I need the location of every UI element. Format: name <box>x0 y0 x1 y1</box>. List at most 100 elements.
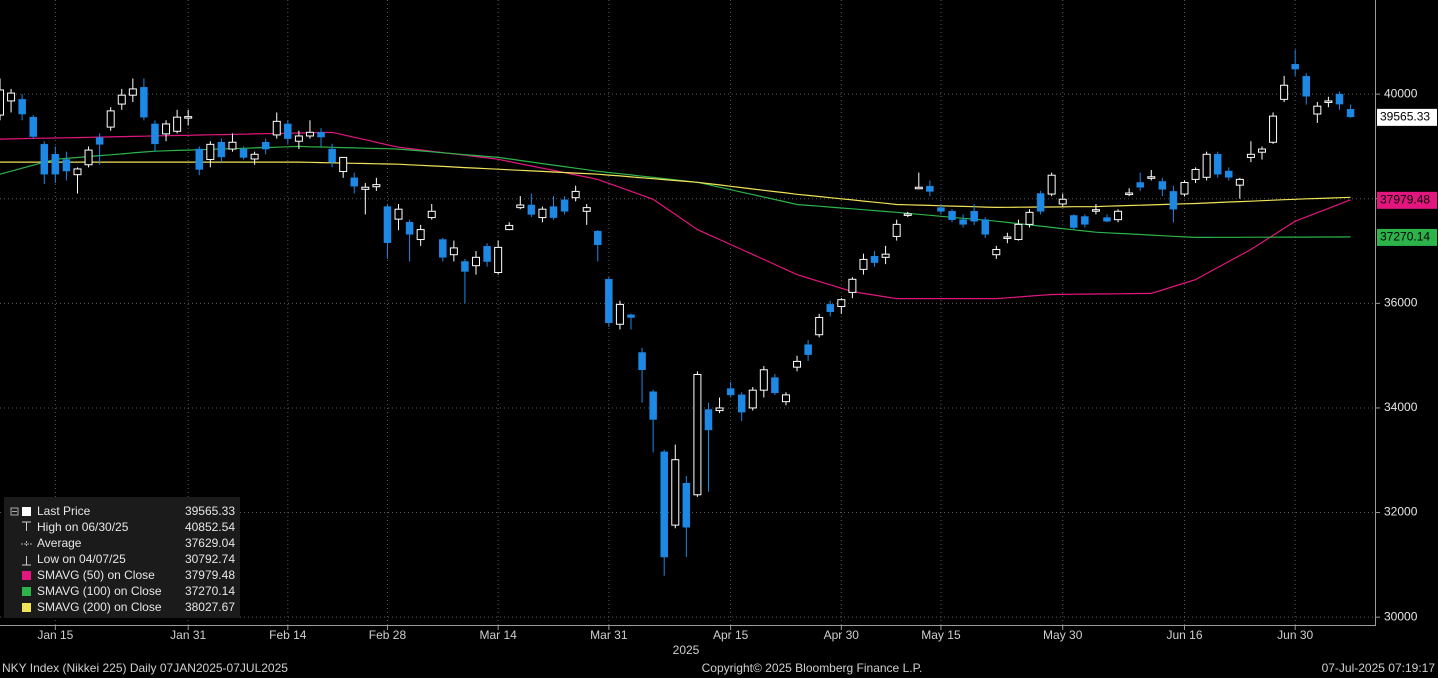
candle-body <box>62 159 71 172</box>
candle-body <box>959 219 967 225</box>
candle-body <box>671 459 680 526</box>
legend-value: 37979.48 <box>185 568 235 582</box>
candle-body <box>350 177 358 187</box>
candle-body <box>0 89 4 116</box>
candle-body <box>571 190 580 199</box>
candle-body <box>239 148 248 158</box>
legend-value: 39565.33 <box>185 504 235 518</box>
candle-body <box>40 144 49 175</box>
candle-body <box>837 299 846 307</box>
candle-body <box>361 186 370 190</box>
candle-body <box>781 394 790 403</box>
candle-body <box>1036 193 1045 212</box>
candle-body <box>427 210 436 219</box>
candle-body <box>914 186 923 190</box>
candle-body <box>859 258 868 270</box>
legend-label: Average <box>37 536 82 550</box>
x-tick-label: Mar 31 <box>590 628 628 642</box>
candle-body <box>1302 76 1311 97</box>
candle-body <box>737 394 746 413</box>
candle-body <box>1070 215 1078 228</box>
candle-body <box>228 141 237 150</box>
candle-body <box>1091 209 1100 212</box>
candle-body <box>771 377 779 394</box>
y-tick-label: 34000 <box>1384 400 1418 414</box>
legend-value: 40852.54 <box>185 520 235 534</box>
legend-value: 38027.67 <box>185 600 235 614</box>
candle-body <box>649 391 657 420</box>
candle-body <box>394 208 403 220</box>
legend-swatch <box>22 587 31 596</box>
candle-body <box>184 116 193 119</box>
candle-body <box>1269 115 1278 143</box>
candle-body <box>1191 168 1200 180</box>
candle-body <box>870 256 879 263</box>
x-tick-label: Feb 14 <box>269 628 307 642</box>
candle-body <box>1114 210 1123 221</box>
candle-body <box>826 304 834 312</box>
candle-body <box>615 303 624 325</box>
legend-collapse-icon[interactable] <box>10 507 19 516</box>
candle-body <box>339 156 348 173</box>
candle-body <box>1169 191 1178 210</box>
x-tick-label: Jun 16 <box>1166 628 1202 642</box>
candle-body <box>1003 236 1012 239</box>
legend-value: 37270.14 <box>185 584 235 598</box>
legend-label: SMAVG (200) on Close <box>37 600 162 614</box>
x-tick-label: May 30 <box>1043 628 1083 642</box>
x-tick-label: Apr 30 <box>824 628 860 642</box>
candle-body <box>261 142 270 150</box>
candle-body <box>328 148 336 163</box>
candle-body <box>84 149 93 166</box>
ma-last-label: 37270.14 <box>1380 230 1430 244</box>
candle-body <box>1213 154 1222 175</box>
candle-body <box>162 123 171 135</box>
candle-body <box>992 248 1001 256</box>
candle-body <box>117 94 126 105</box>
last-price-label: 39565.33 <box>1380 110 1430 124</box>
candle-body <box>405 222 414 235</box>
legend-icon-low <box>22 556 31 566</box>
candle-body <box>217 142 226 158</box>
x-axis-year: 2025 <box>673 643 700 657</box>
candle-body <box>1257 148 1266 153</box>
legend-swatch <box>22 603 31 612</box>
candle-body <box>804 344 812 355</box>
candle-body <box>1136 182 1144 188</box>
candle-body <box>1235 178 1244 186</box>
candle-body <box>1103 217 1111 222</box>
candle-body <box>1324 100 1333 103</box>
candle-body <box>1202 153 1211 178</box>
legend: Last Price 39565.33 High on 06/30/25 408… <box>4 497 240 618</box>
footer-left: NKY Index (Nikkei 225) Daily 07JAN2025-0… <box>2 661 288 675</box>
footer-center: Copyright© 2025 Bloomberg Finance L.P. <box>702 661 923 675</box>
candle-body <box>7 92 16 102</box>
candle-body <box>449 247 458 256</box>
legend-value: 30792.74 <box>185 552 235 566</box>
candle-body <box>73 168 82 176</box>
candle-body <box>284 123 292 139</box>
x-tick-label: Apr 15 <box>713 628 749 642</box>
candles <box>0 49 1355 576</box>
candle-body <box>383 206 392 243</box>
candle-body <box>51 154 60 175</box>
candle-body <box>937 207 945 212</box>
candle-body <box>1125 192 1134 196</box>
candle-body <box>494 246 503 273</box>
candle-body <box>1025 211 1034 225</box>
candle-body <box>1147 176 1156 179</box>
candle-body <box>627 314 635 318</box>
y-tick-label: 40000 <box>1384 86 1418 100</box>
x-tick-label: May 15 <box>921 628 961 642</box>
candle-body <box>594 230 602 246</box>
candle-body <box>1180 182 1189 195</box>
candle-body <box>1225 170 1233 178</box>
candle-body <box>848 278 857 293</box>
candle-body <box>1014 223 1023 241</box>
candle-body <box>1313 105 1322 115</box>
x-tick-label: Mar 14 <box>479 628 517 642</box>
candle-body <box>1081 216 1089 225</box>
candle-body <box>549 206 558 218</box>
